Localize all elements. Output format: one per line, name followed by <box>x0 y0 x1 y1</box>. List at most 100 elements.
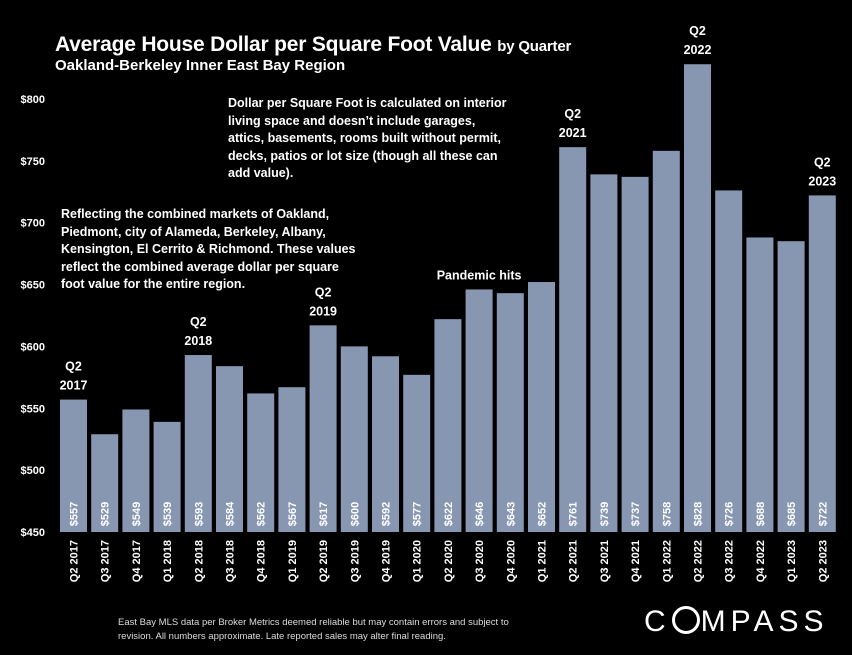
bar-value-label: $539 <box>162 502 174 526</box>
x-tick-label: Q3 2020 <box>474 540 486 582</box>
source-footnote: East Bay MLS data per Broker Metrics dee… <box>118 617 509 642</box>
bar <box>621 176 649 532</box>
x-tick-label: Q2 2020 <box>443 540 455 582</box>
bar <box>590 174 618 533</box>
x-tick-label: Q4 2021 <box>630 540 642 582</box>
y-tick-label: $650 <box>21 280 45 292</box>
bar-value-label: $562 <box>256 502 268 526</box>
bar-value-label: $617 <box>318 502 330 526</box>
bar-value-label: $685 <box>786 502 798 526</box>
y-tick-label: $550 <box>21 403 45 415</box>
bar-annotation: Pandemic hits <box>437 268 522 282</box>
bar-value-label: $600 <box>349 502 361 526</box>
x-tick-label: Q3 2019 <box>349 540 361 582</box>
region-note: Reflecting the combined markets of Oakla… <box>61 207 356 292</box>
bar <box>684 64 711 532</box>
bar <box>777 241 805 532</box>
bar-annotation: 2022 <box>684 43 712 57</box>
bar-value-label: $758 <box>661 502 673 526</box>
chart-subtitle: Oakland-Berkeley Inner East Bay Region <box>55 57 346 74</box>
bar-annotation: Q2 <box>689 24 706 38</box>
y-tick-label: $600 <box>21 341 45 353</box>
bar <box>278 387 306 532</box>
bar-value-label: $529 <box>100 502 112 526</box>
bar-annotation: 2018 <box>184 334 212 348</box>
bar-value-label: $646 <box>474 502 486 526</box>
bar-value-label: $761 <box>568 502 580 526</box>
definition-note: Dollar per Square Foot is calculated on … <box>228 96 507 181</box>
bar-value-label: $726 <box>724 502 736 526</box>
bar-annotation: Q2 <box>65 360 82 374</box>
bar <box>496 293 524 532</box>
bar <box>340 346 368 532</box>
x-tick-label: Q4 2022 <box>755 540 767 582</box>
bar <box>715 190 743 532</box>
bar <box>808 195 836 532</box>
x-tick-label: Q2 2023 <box>817 540 829 582</box>
logo-text-start: C <box>644 605 671 638</box>
bar <box>122 409 150 532</box>
bar <box>652 150 680 532</box>
chart-title-main: Average House Dollar per Square Foot Val… <box>55 33 492 56</box>
chart-title: Average House Dollar per Square Foot Val… <box>55 33 571 57</box>
x-tick-label: Q4 2018 <box>256 540 268 582</box>
x-tick-label: Q2 2018 <box>193 540 205 582</box>
x-tick-label: Q1 2022 <box>661 540 673 582</box>
bar <box>434 319 462 532</box>
bar <box>60 399 87 532</box>
logo-text-end: MPASS <box>700 605 829 638</box>
bar <box>247 393 275 532</box>
bar-value-label: $557 <box>69 502 81 526</box>
bar <box>91 434 119 532</box>
bar-value-label: $739 <box>599 502 611 526</box>
x-tick-label: Q3 2018 <box>225 540 237 582</box>
x-tick-label: Q3 2021 <box>599 540 611 582</box>
x-tick-label: Q1 2019 <box>287 540 299 582</box>
bar-annotation: 2021 <box>559 126 587 140</box>
x-tick-label: Q4 2019 <box>381 540 393 582</box>
bar-annotation: 2017 <box>60 379 88 393</box>
y-tick-label: $700 <box>21 218 45 230</box>
y-tick-label: $500 <box>21 465 45 477</box>
logo-circle-icon <box>671 606 700 634</box>
compass-logo: C MPASS <box>644 603 828 639</box>
bar-value-label: $577 <box>412 502 424 526</box>
bar <box>559 147 587 532</box>
bar <box>528 282 555 532</box>
y-tick-label: $450 <box>21 527 45 539</box>
x-tick-label: Q2 2017 <box>69 540 81 582</box>
bar <box>403 374 431 532</box>
bar-value-label: $622 <box>443 502 455 526</box>
x-tick-label: Q1 2018 <box>162 540 174 582</box>
x-tick-label: Q2 2022 <box>693 540 705 582</box>
bar-value-label: $592 <box>381 502 393 526</box>
bar <box>372 356 399 532</box>
x-tick-label: Q3 2022 <box>724 540 736 582</box>
bar-annotation: Q2 <box>814 155 831 169</box>
bar-annotation: Q2 <box>315 285 332 299</box>
bar-value-label: $593 <box>193 502 205 526</box>
bar <box>746 237 774 532</box>
bar-annotation: 2023 <box>808 174 836 188</box>
bar <box>153 421 181 532</box>
bar-value-label: $688 <box>755 502 767 526</box>
x-tick-label: Q3 2017 <box>100 540 112 582</box>
bar-annotation: Q2 <box>564 107 581 121</box>
bar-annotation: Q2 <box>190 315 207 329</box>
bar <box>465 289 493 532</box>
chart-title-suffix: by Quarter <box>497 38 572 55</box>
y-tick-label: $800 <box>21 94 45 106</box>
bar-value-label: $549 <box>131 502 143 526</box>
x-tick-label: Q4 2017 <box>131 540 143 582</box>
bar <box>184 355 212 532</box>
x-tick-label: Q1 2020 <box>412 540 424 582</box>
bar-value-label: $643 <box>505 502 517 526</box>
x-tick-label: Q1 2021 <box>537 540 549 582</box>
x-tick-label: Q2 2021 <box>568 540 580 582</box>
y-tick-label: $750 <box>21 156 45 168</box>
bar-value-label: $722 <box>817 502 829 526</box>
bar-value-label: $652 <box>537 502 549 526</box>
bar-value-label: $584 <box>225 501 237 526</box>
x-tick-label: Q2 2019 <box>318 540 330 582</box>
